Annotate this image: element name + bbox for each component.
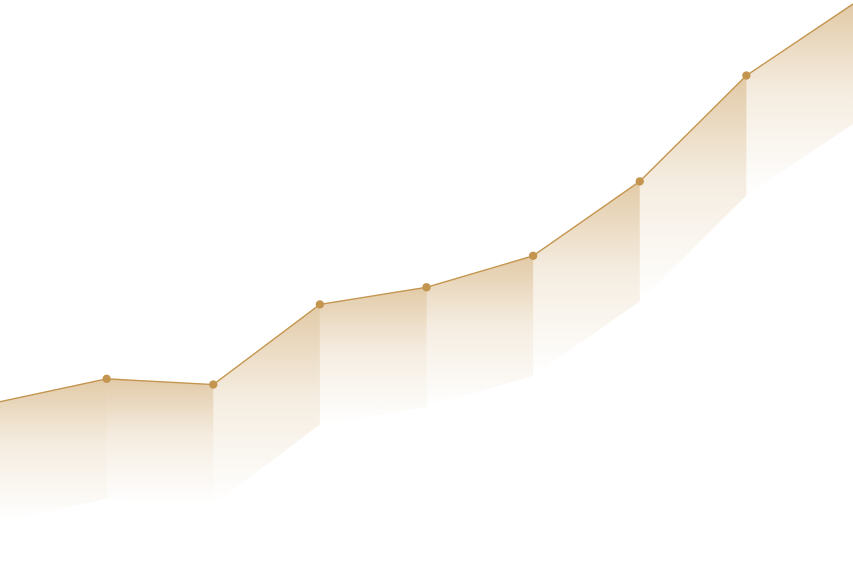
data-point bbox=[635, 177, 644, 186]
area-fill-segment bbox=[106, 378, 214, 505]
data-point bbox=[209, 380, 218, 389]
area-fill bbox=[0, 4, 853, 522]
data-point bbox=[742, 71, 751, 80]
area-fill-segment bbox=[426, 255, 534, 408]
data-point bbox=[528, 251, 538, 261]
area-fill-segment bbox=[213, 304, 320, 505]
area-fill-segment bbox=[746, 4, 853, 196]
data-points bbox=[102, 71, 751, 389]
data-point bbox=[315, 300, 325, 309]
data-point bbox=[422, 283, 431, 292]
area-fill-segment bbox=[319, 287, 427, 425]
area-fill-segment bbox=[533, 181, 640, 376]
area-fill-segment bbox=[0, 378, 107, 522]
area-fill-segment bbox=[639, 75, 747, 302]
data-point bbox=[102, 374, 111, 384]
